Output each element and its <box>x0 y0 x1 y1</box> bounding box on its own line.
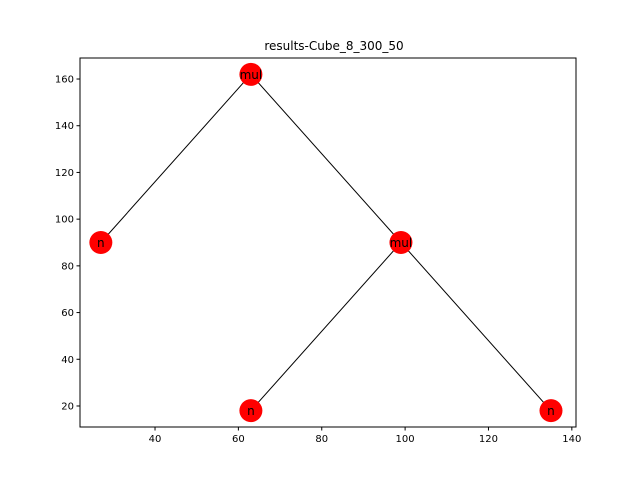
node-label: n <box>547 404 555 418</box>
tree-node: n <box>89 231 113 254</box>
tree-edge <box>250 242 402 411</box>
tree-edge <box>250 74 402 243</box>
y-tick-label: 60 <box>61 308 74 319</box>
x-tick-label: 120 <box>479 434 498 445</box>
x-tick-label: 100 <box>396 434 415 445</box>
x-tick-label: 60 <box>232 434 245 445</box>
node-marker <box>239 399 263 423</box>
x-tick-label: 80 <box>315 434 328 445</box>
tree-node: mul <box>239 62 263 86</box>
node-label: mul <box>390 236 413 250</box>
y-tick-label: 160 <box>55 75 74 86</box>
tree-nodes: mul n mul n n <box>89 62 563 423</box>
y-tick-label: 100 <box>55 215 74 226</box>
x-tick-label: 140 <box>562 434 581 445</box>
node-marker <box>389 231 413 254</box>
node-label: n <box>247 404 255 418</box>
chart-title: results-Cube_8_300_50 <box>264 39 403 53</box>
tree-edges <box>100 74 552 411</box>
x-tick-label: 40 <box>149 434 162 445</box>
y-tick-label: 120 <box>55 168 74 179</box>
tree-node: n <box>239 399 263 423</box>
tree-node: mul <box>389 231 413 254</box>
y-axis-ticks: 20 40 60 80 100 120 140 160 <box>55 75 80 412</box>
node-marker <box>539 399 563 423</box>
node-label: mul <box>240 68 263 82</box>
y-tick-label: 20 <box>61 401 74 412</box>
node-label: n <box>97 236 105 250</box>
x-axis-ticks: 40 60 80 100 120 140 <box>149 427 581 445</box>
node-marker <box>239 62 263 86</box>
tree-edge <box>100 74 252 243</box>
node-marker <box>89 231 113 254</box>
y-tick-label: 40 <box>61 355 74 366</box>
y-tick-label: 140 <box>55 121 74 132</box>
y-tick-label: 80 <box>61 261 74 272</box>
tree-edge <box>400 242 552 411</box>
tree-node: n <box>539 399 563 423</box>
axes-frame <box>79 57 577 428</box>
